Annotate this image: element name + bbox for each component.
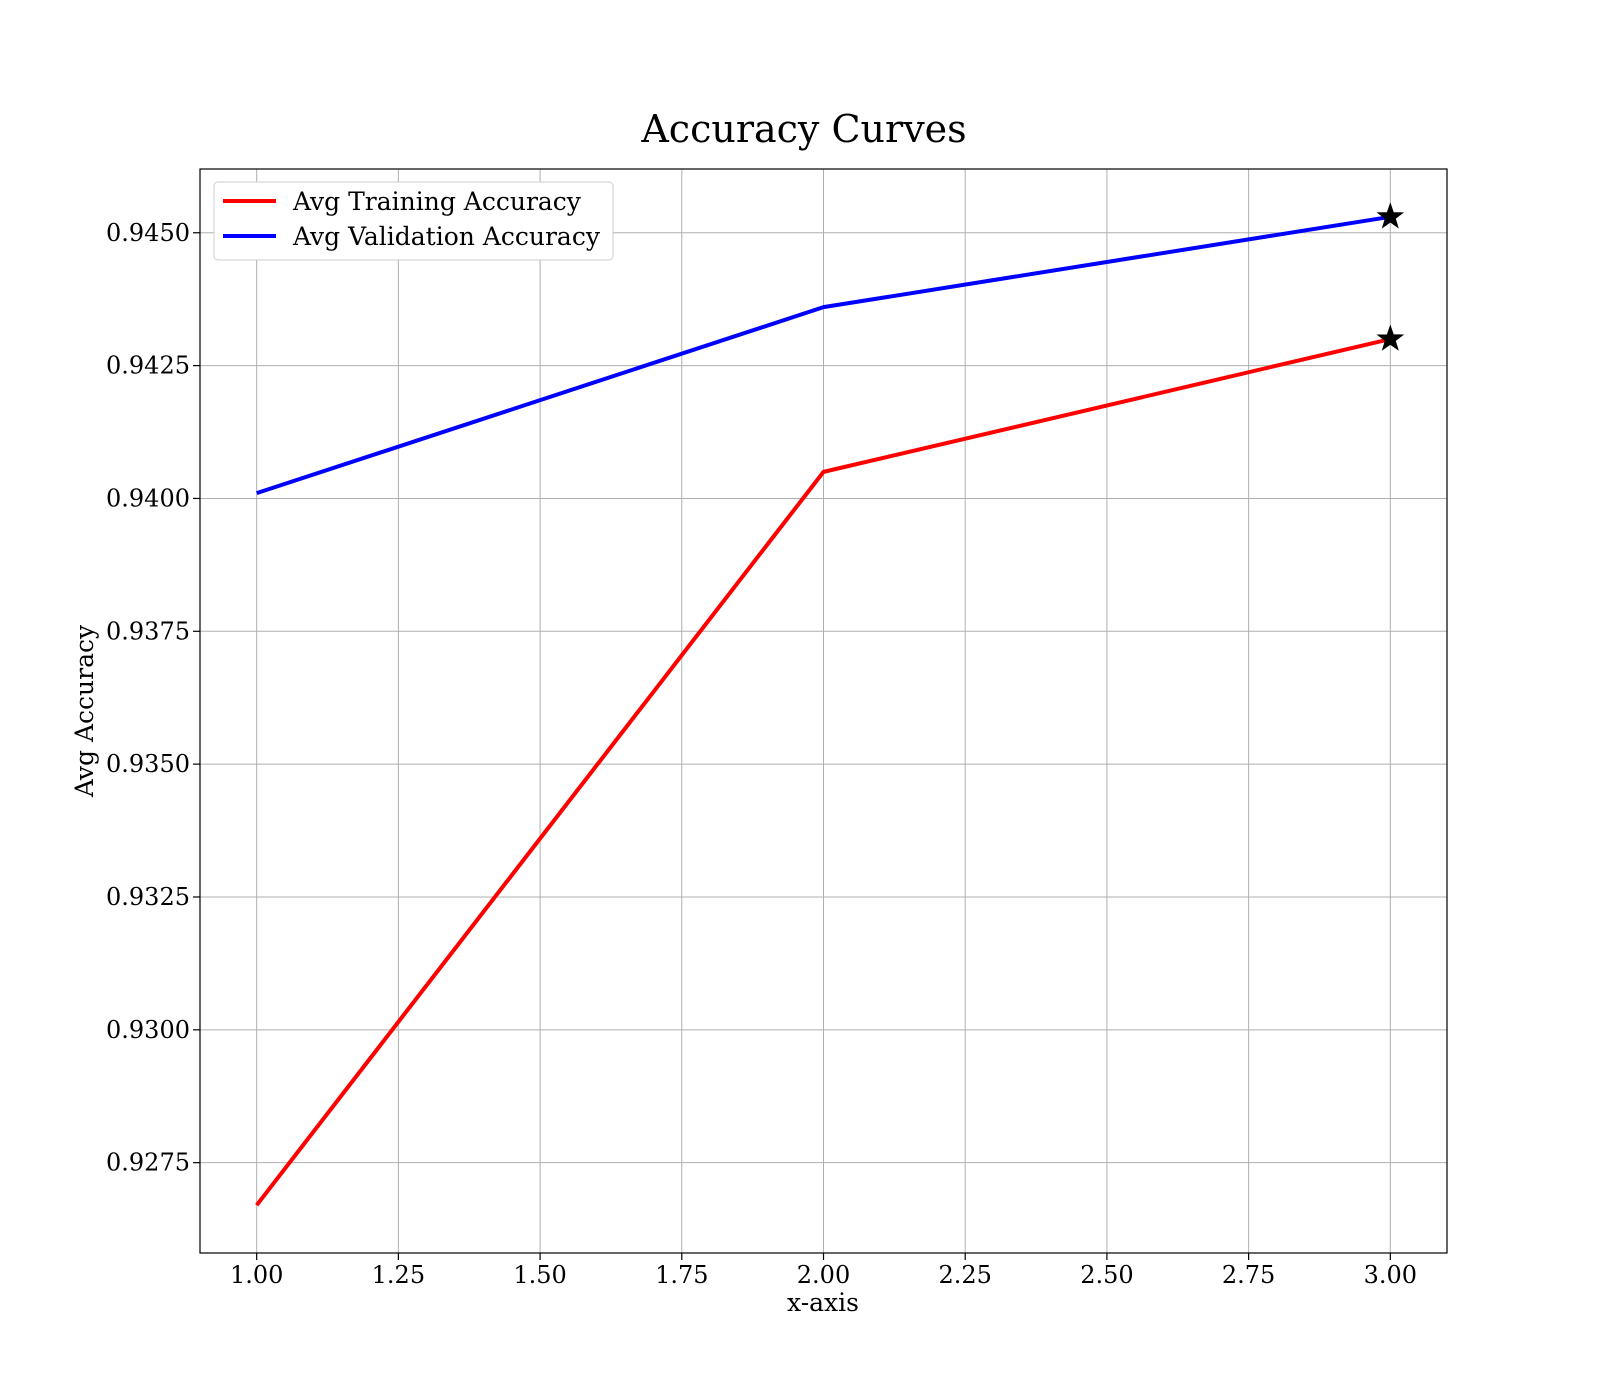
series-line-0 [255, 337, 1391, 1207]
x-axis-ticks: 1.00 1.25 1.50 1.75 2.00 2.25 2.50 2.75 3.00 [230, 1253, 1417, 1289]
legend-label-training: Avg Training Accuracy [292, 187, 582, 216]
legend-box [213, 181, 614, 261]
series-line-1 [256, 214, 1391, 496]
y-tick-label: 0.9375 [106, 617, 190, 645]
x-tick-label: 2.75 [1222, 1261, 1275, 1289]
legend-label-validation: Avg Validation Accuracy [292, 222, 601, 251]
y-tick-label: 0.9325 [106, 883, 190, 911]
grid [200, 169, 1447, 1253]
series-lines [255, 214, 1391, 1207]
x-tick-label: 2.00 [797, 1261, 850, 1289]
chart-title: Accuracy Curves [640, 107, 966, 151]
y-axis-ticks: 0.9275 0.9300 0.9325 0.9350 0.9375 0.9400 0.94… [106, 219, 200, 1177]
series-markers [1376, 202, 1405, 351]
x-tick-label: 3.00 [1364, 1261, 1417, 1289]
y-tick-label: 0.9425 [106, 352, 190, 380]
y-tick-label: 0.9275 [106, 1149, 190, 1177]
x-tick-label: 2.50 [1080, 1261, 1133, 1289]
y-tick-label: 0.9300 [106, 1016, 190, 1044]
y-tick-label: 0.9450 [106, 219, 190, 247]
x-axis-label: x-axis [787, 1288, 859, 1317]
x-tick-label: 1.50 [513, 1261, 566, 1289]
x-tick-label: 1.00 [230, 1261, 283, 1289]
y-tick-label: 0.9350 [106, 750, 190, 778]
y-axis-label: Avg Accuracy [70, 624, 99, 798]
legend: Avg Training Accuracy Avg Validation Acc… [213, 181, 614, 261]
x-tick-label: 1.25 [372, 1261, 425, 1289]
y-tick-label: 0.9400 [106, 484, 190, 512]
x-tick-label: 1.75 [655, 1261, 708, 1289]
star-marker [1376, 324, 1405, 351]
x-tick-label: 2.25 [938, 1261, 991, 1289]
star-marker [1376, 202, 1405, 229]
